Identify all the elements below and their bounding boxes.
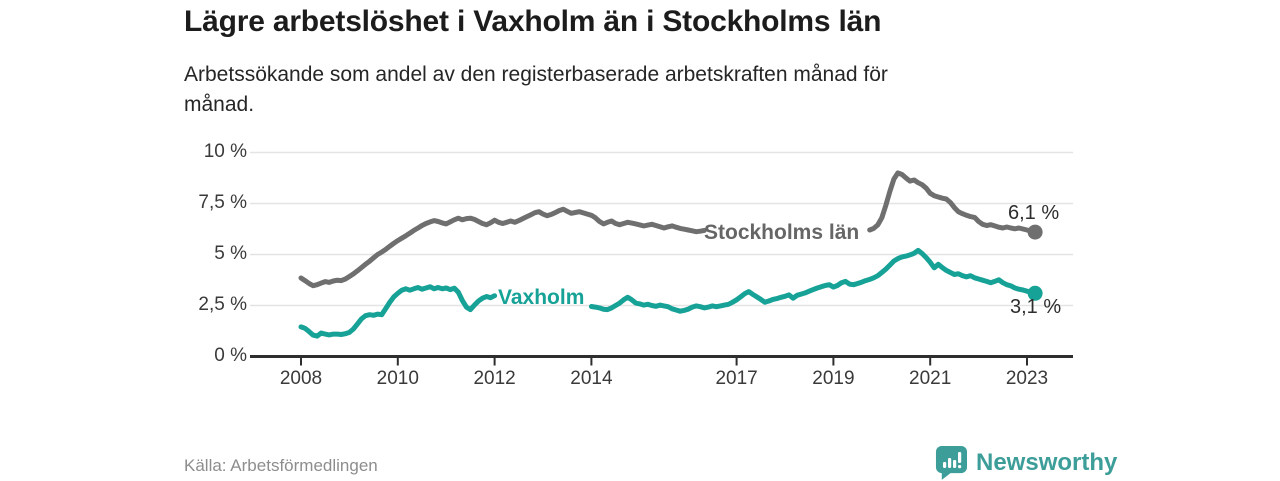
y-axis-tick-label: 7,5 %: [198, 191, 247, 213]
newsworthy-logo: Newsworthy: [935, 445, 1117, 481]
x-axis-tick-label: 2019: [812, 368, 855, 389]
y-axis-tick-label: 5 %: [214, 242, 247, 264]
series-line: [867, 170, 1038, 235]
newsworthy-wordmark: Newsworthy: [976, 449, 1118, 476]
x-axis-tick-label: 2021: [909, 368, 952, 389]
series-label-stockholms-lan: Stockholms län: [704, 221, 860, 244]
series-end-dot: [1027, 285, 1043, 301]
series-end-dot: [1027, 224, 1043, 240]
exclamation-dot: [958, 465, 962, 469]
y-axis-tick-label: 0 %: [214, 344, 247, 366]
end-value-label-stockholms-lan: 6,1 %: [1008, 202, 1060, 224]
y-axis-tick-label: 2,5 %: [198, 293, 247, 315]
source-note: Källa: Arbetsförmedlingen: [184, 456, 378, 475]
x-axis-tick-label: 2014: [570, 368, 613, 389]
chart-title: Lägre arbetslöshet i Vaxholm än i Stockh…: [184, 5, 882, 38]
bar-chart-glyph: [943, 452, 962, 469]
newsworthy-logo-icon: [935, 445, 968, 480]
x-axis-tick-label: 2017: [715, 368, 758, 389]
chart-subtitle: Arbetssökande som andel av den registerb…: [184, 63, 888, 116]
series-line: [298, 284, 498, 339]
series-line: [298, 206, 707, 289]
x-axis-tick-label: 2010: [376, 368, 419, 389]
x-axis-tick-label: 2023: [1005, 368, 1049, 389]
x-axis-tick-label: 2008: [279, 368, 323, 389]
end-value-label-vaxholm: 3,1 %: [1010, 296, 1062, 318]
exclamation-bar: [958, 452, 962, 463]
series-label-vaxholm: Vaxholm: [498, 286, 585, 309]
y-axis-tick-label: 10 %: [203, 140, 247, 162]
series-line: [588, 247, 1038, 314]
x-axis-tick-label: 2012: [473, 368, 516, 389]
